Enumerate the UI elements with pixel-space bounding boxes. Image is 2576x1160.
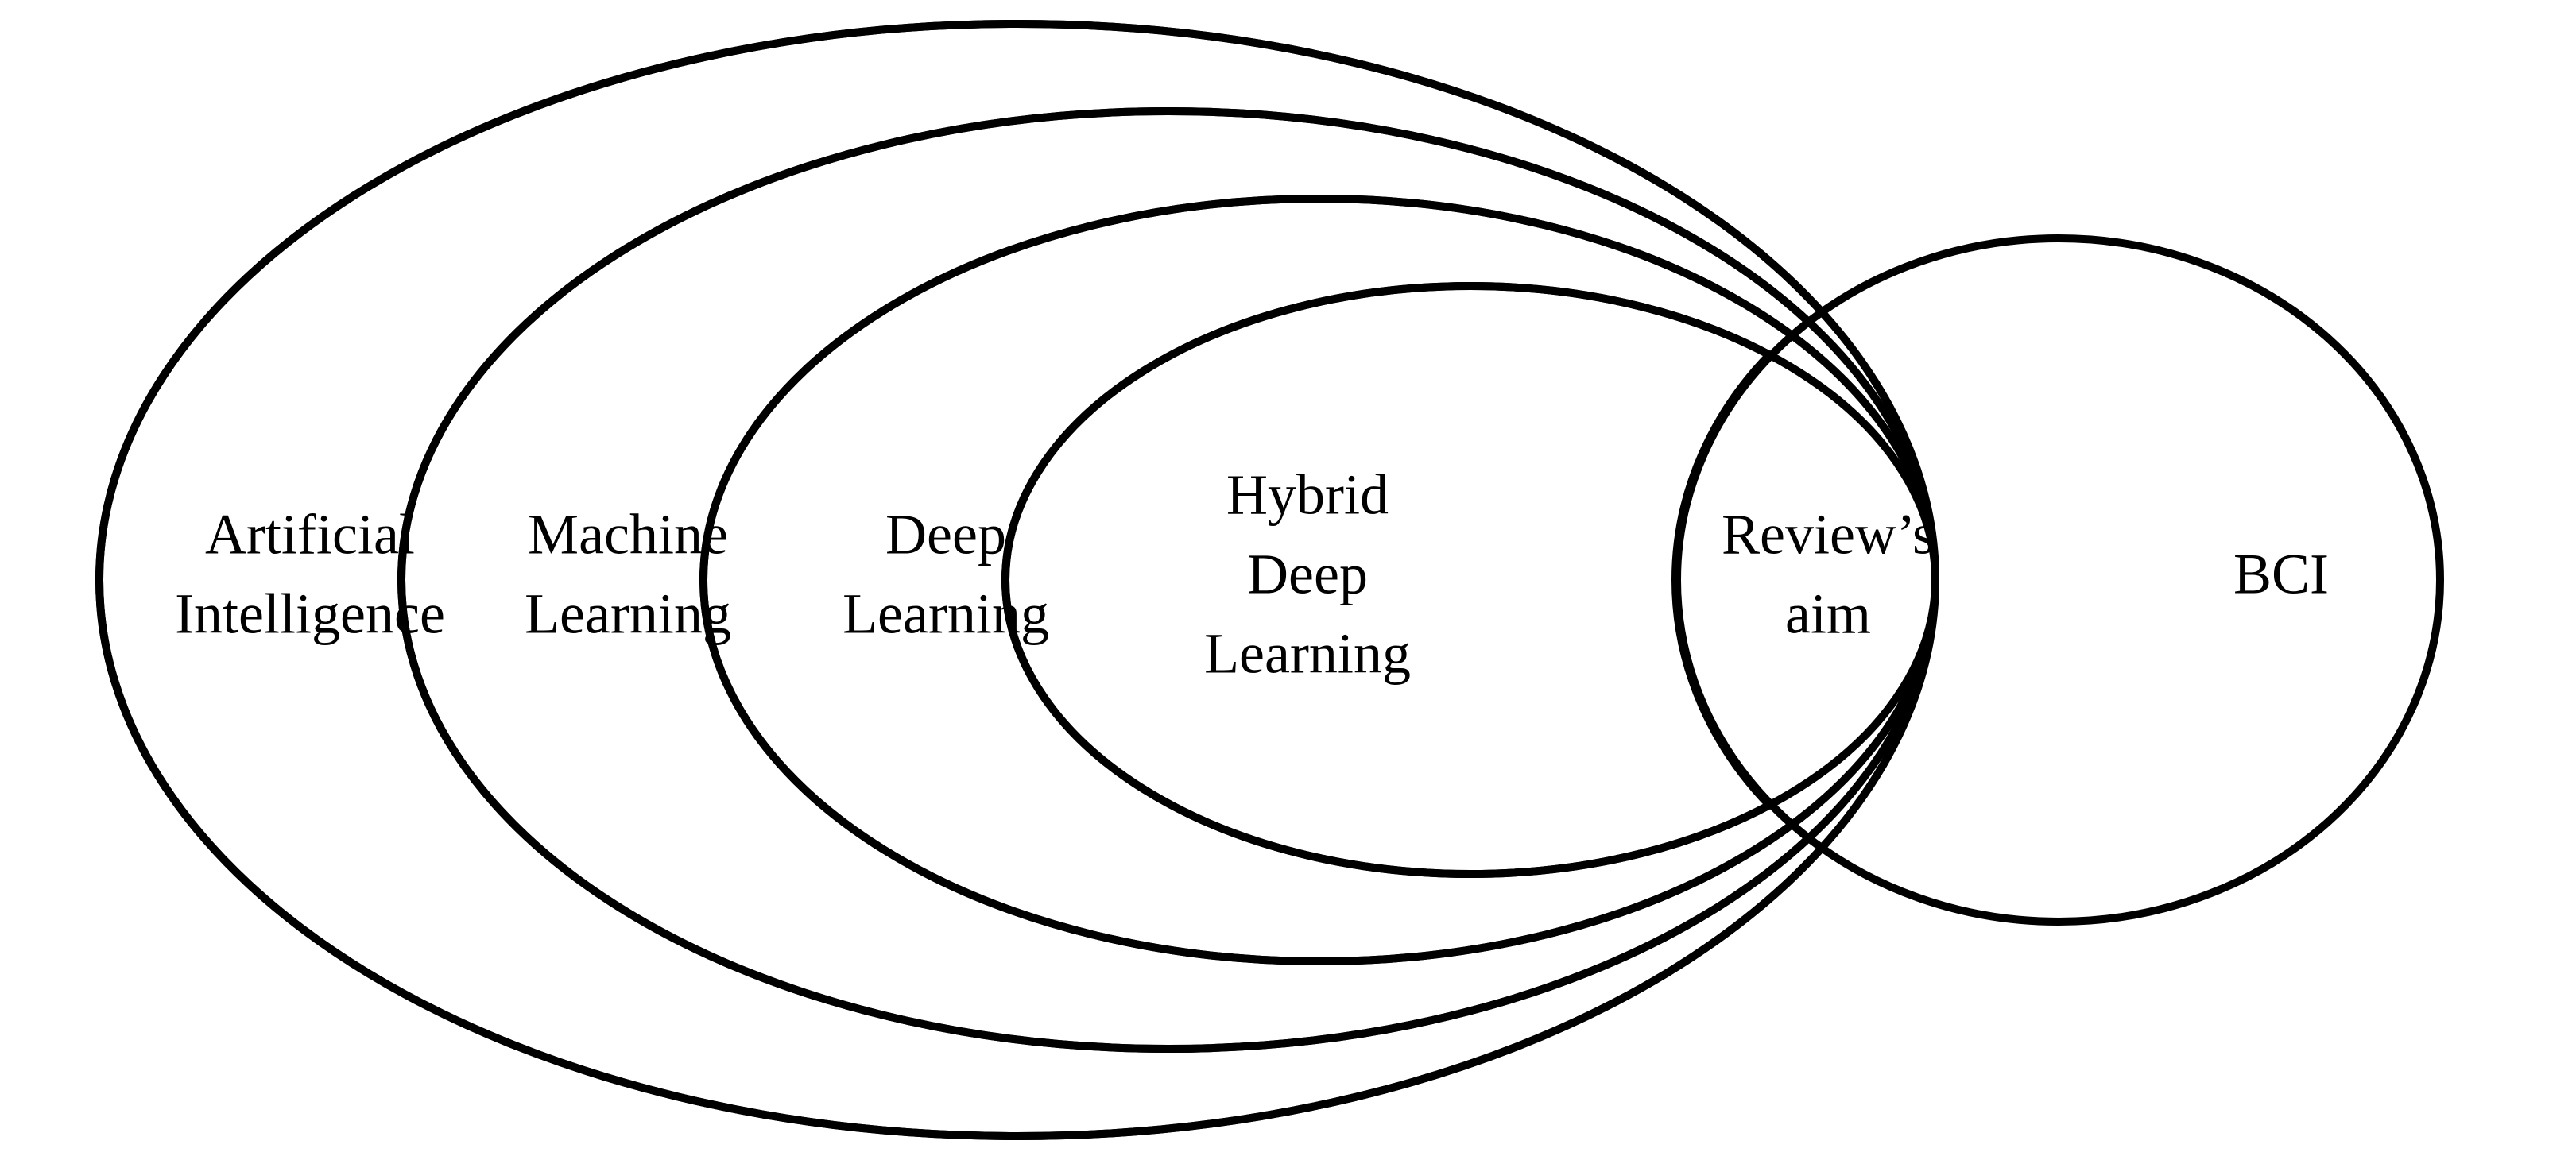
- ai-ellipse: [99, 24, 1935, 1136]
- bci_label: BCI: [2233, 543, 2329, 606]
- nested-ellipses-group: [99, 24, 1935, 1136]
- dl_label: DeepLearning: [843, 503, 1049, 646]
- ai-ellipse-top: [99, 24, 1935, 1136]
- hdl_label: HybridDeepLearning: [1204, 463, 1411, 686]
- venn-diagram: ArtificialIntelligenceMachineLearningDee…: [0, 0, 2576, 1160]
